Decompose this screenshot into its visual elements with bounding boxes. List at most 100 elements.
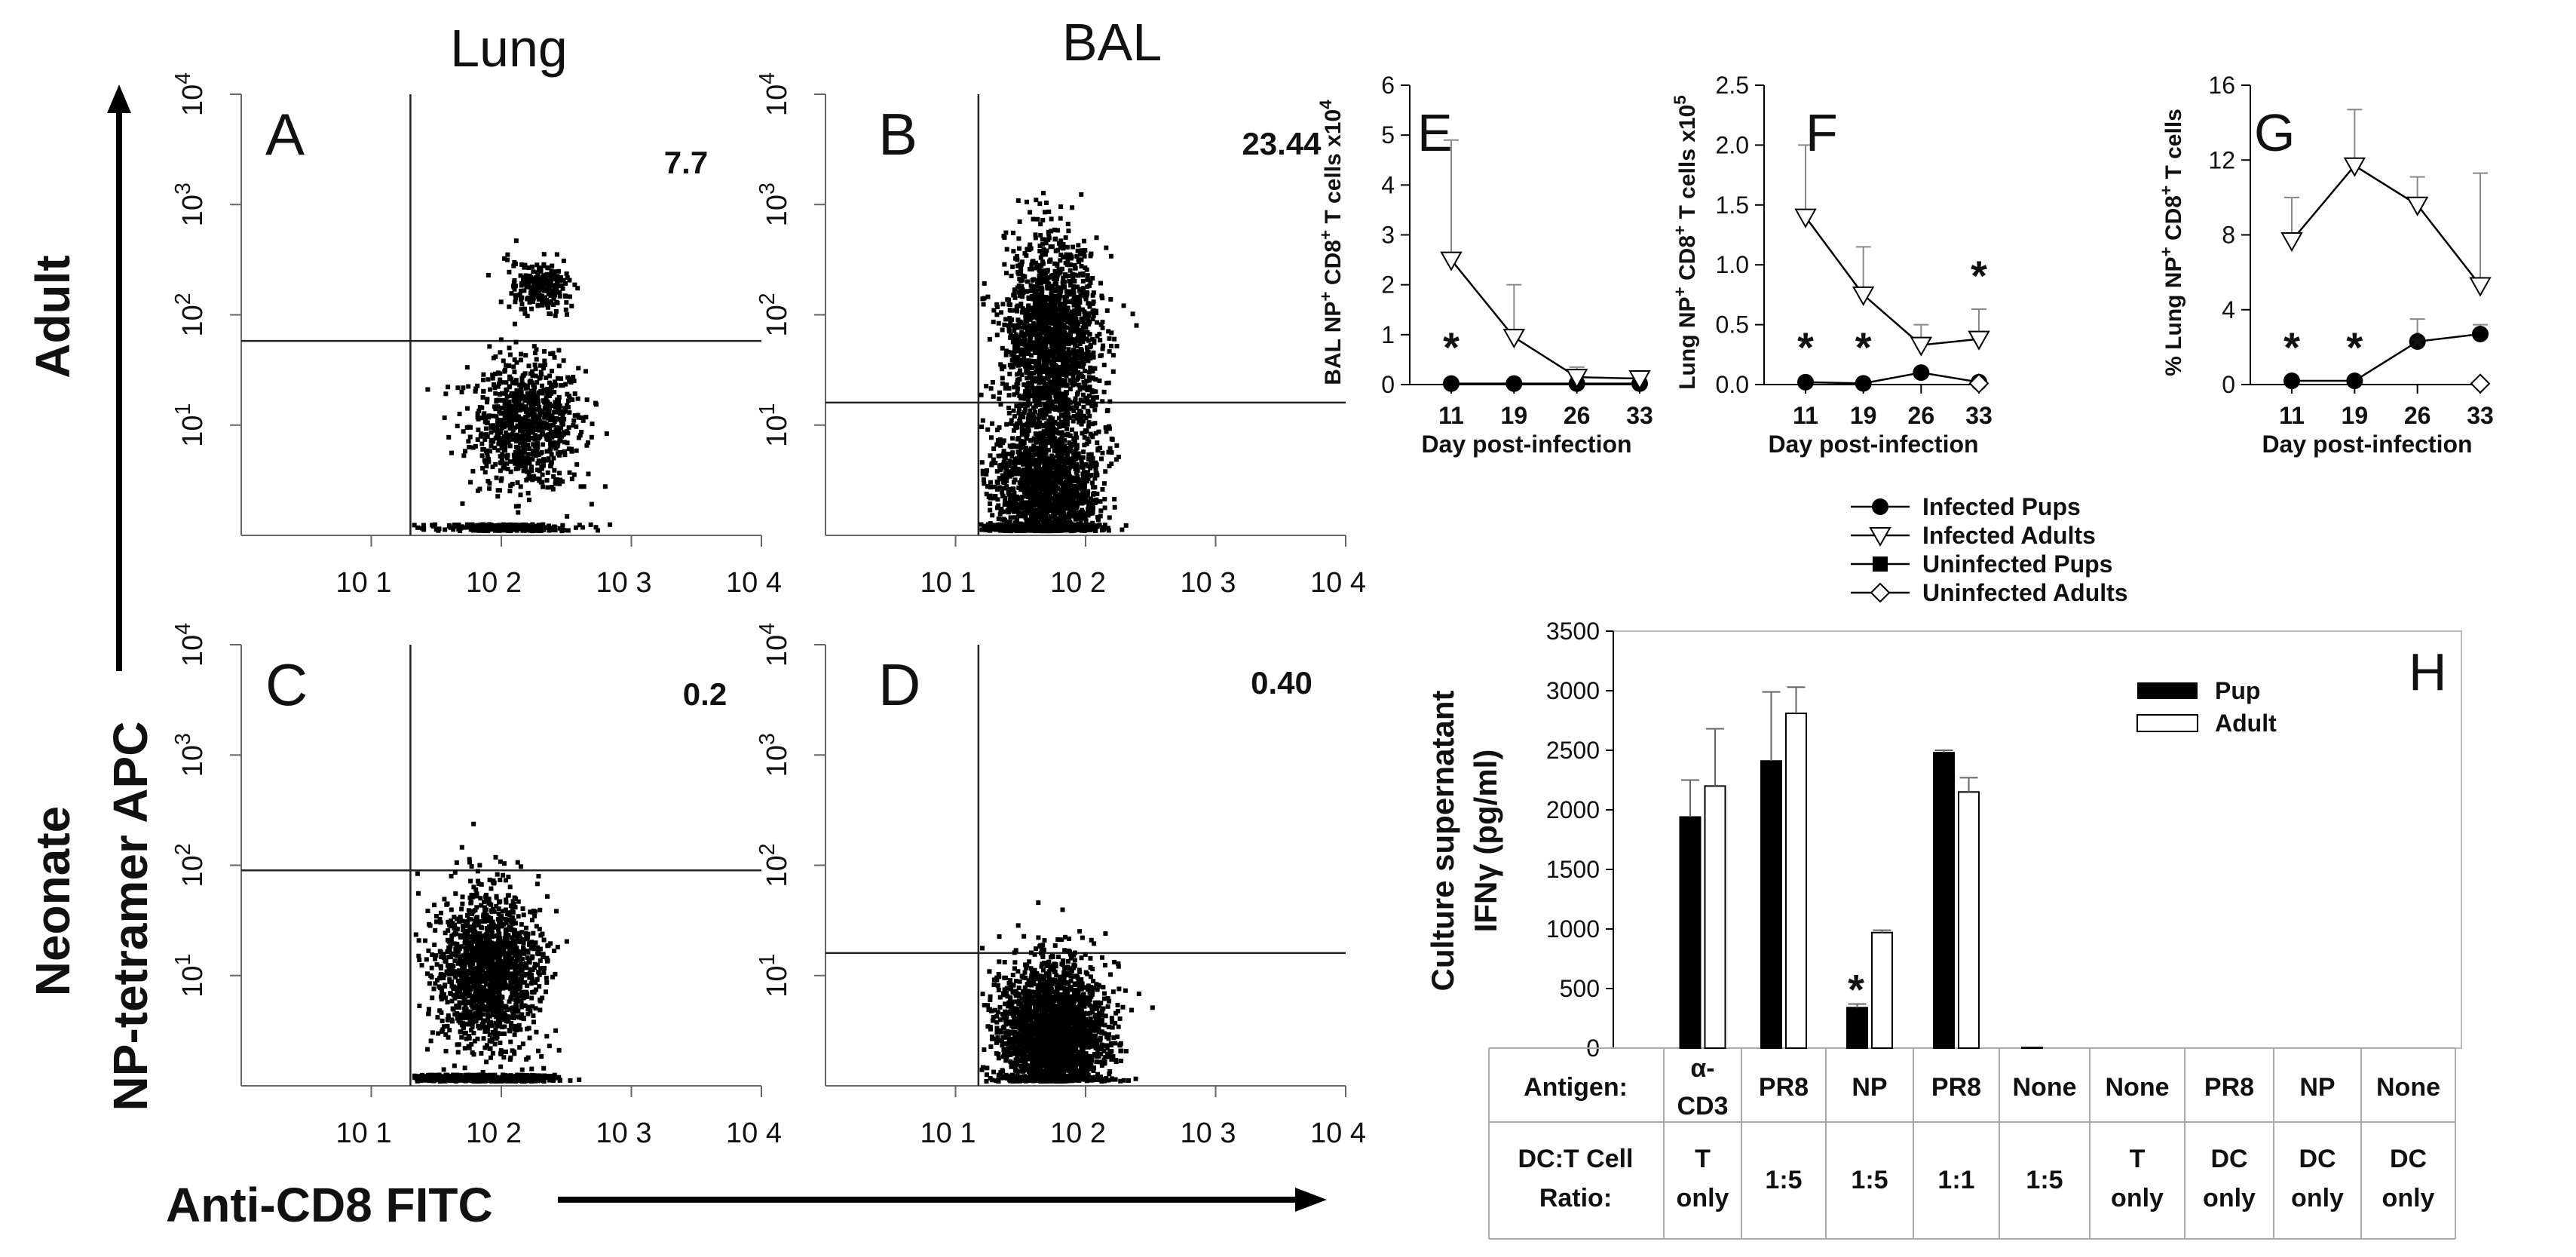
flow-event-dot (1010, 350, 1015, 355)
flow-event-dot (1077, 387, 1083, 392)
flow-event-dot (1075, 248, 1080, 253)
flow-event-dot (572, 413, 577, 418)
flow-event-dot (574, 448, 579, 453)
flow-event-dot (1046, 209, 1052, 214)
flow-event-dot (1081, 404, 1086, 409)
flow-event-dot (575, 286, 580, 291)
flow-event-dot (1049, 296, 1055, 301)
flow-event-dot (1037, 371, 1043, 376)
flow-event-dot (1039, 396, 1044, 401)
flow-event-dot (1063, 254, 1068, 259)
flow-event-dot (547, 441, 553, 446)
flow-event-dot (1073, 515, 1078, 520)
flow-event-dot (475, 411, 480, 416)
flow-event-dot (1058, 245, 1063, 250)
flow-event-dot (1009, 453, 1015, 458)
flow-event-dot (1049, 228, 1054, 234)
flow-event-dot (513, 504, 519, 509)
flow-event-dot (560, 286, 565, 291)
flow-event-dot (538, 524, 544, 529)
flow-event-dot (1056, 457, 1061, 462)
flow-event-dot (1021, 503, 1026, 508)
flow-event-dot (529, 380, 534, 385)
flow-event-dot (523, 281, 528, 286)
flow-event-dot (498, 337, 504, 342)
flow-event-dot (1092, 340, 1097, 345)
flow-event-dot (1086, 311, 1092, 316)
flow-event-dot (1074, 406, 1079, 411)
flow-event-dot (1083, 462, 1089, 468)
flow-event-dot (1020, 277, 1025, 283)
flow-event-dot (561, 358, 566, 363)
flow-event-dot (1034, 300, 1039, 305)
flow-event-dot (511, 412, 516, 418)
flow-event-dot (1063, 483, 1068, 489)
flow-scatter-dots (412, 238, 613, 534)
flow-event-dot (518, 406, 523, 412)
flow-event-dot (979, 460, 985, 465)
flow-event-dot (1000, 489, 1005, 495)
flow-event-dot (1038, 490, 1043, 495)
flow-event-dot (1055, 335, 1061, 340)
flow-event-dot (1106, 528, 1111, 533)
flow-event-dot (997, 468, 1003, 473)
flow-event-dot (561, 258, 566, 263)
flow-event-dot (538, 276, 543, 281)
flow-event-dot (989, 462, 994, 468)
flow-event-dot (1064, 289, 1069, 294)
flow-event-dot (593, 400, 598, 406)
flow-event-dot (498, 430, 503, 435)
flow-event-dot (1084, 345, 1089, 350)
flow-event-dot (1042, 393, 1047, 398)
flow-event-dot (497, 528, 502, 533)
flow-event-dot (1043, 480, 1048, 485)
flow-event-dot (1051, 504, 1056, 510)
flow-event-dot (1093, 500, 1098, 505)
flow-event-dot (505, 435, 510, 440)
flow-event-dot (510, 422, 515, 427)
flow-event-dot (1067, 464, 1073, 469)
flow-event-dot (554, 252, 559, 257)
flow-event-dot (1026, 418, 1031, 424)
flow-event-dot (988, 485, 994, 490)
flow-event-dot (1083, 381, 1088, 386)
flow-event-dot (545, 411, 550, 416)
flow-event-dot (1028, 358, 1034, 363)
flow-event-dot (1040, 390, 1046, 395)
flow-event-dot (565, 275, 570, 281)
flow-event-dot (1074, 485, 1080, 490)
flow-event-dot (511, 263, 516, 268)
flow-event-dot (1024, 446, 1029, 451)
flow-event-dot (1057, 289, 1062, 294)
flow-event-dot (512, 457, 517, 462)
flow-event-dot (1028, 283, 1034, 288)
flow-event-dot (1060, 490, 1065, 495)
flow-event-dot (507, 420, 512, 425)
flow-event-dot (482, 458, 487, 463)
flow-event-dot (602, 484, 608, 489)
flow-event-dot (492, 382, 497, 388)
flow-event-dot (513, 449, 518, 455)
flow-event-dot (1071, 496, 1076, 501)
flow-event-dot (495, 448, 501, 453)
flow-event-dot (1066, 262, 1071, 268)
flow-event-dot (534, 262, 540, 268)
flow-event-dot (1020, 347, 1025, 352)
flow-event-dot (1007, 308, 1012, 313)
flow-event-dot (1084, 316, 1089, 321)
flow-event-dot (507, 304, 512, 309)
flow-event-dot (1003, 465, 1009, 471)
flow-event-dot (1028, 210, 1033, 215)
flow-event-dot (557, 403, 562, 409)
flow-event-dot (1053, 464, 1058, 470)
flow-event-dot (1087, 304, 1092, 309)
flow-event-dot (988, 386, 994, 391)
flow-event-dot (1084, 428, 1089, 434)
flow-event-dot (1086, 464, 1091, 469)
flow-event-dot (1064, 373, 1069, 379)
flow-event-dot (1076, 348, 1081, 354)
flow-event-dot (1074, 501, 1079, 506)
flow-event-dot (544, 375, 549, 380)
flow-event-dot (990, 513, 995, 518)
flow-event-dot (1058, 238, 1064, 244)
